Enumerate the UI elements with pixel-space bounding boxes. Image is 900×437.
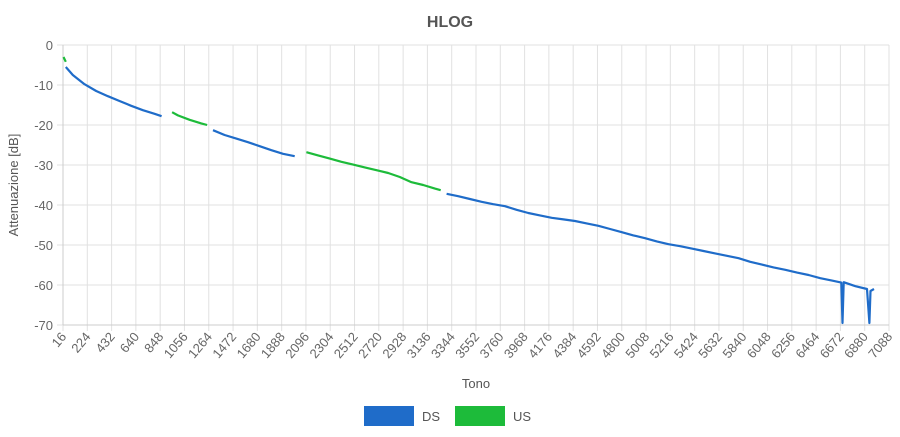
x-tick-label: 2304 [306, 329, 336, 361]
chart-title: HLOG [427, 14, 473, 31]
x-tick-label: 1472 [209, 329, 239, 361]
x-tick-label: 1264 [185, 329, 215, 361]
legend-swatch-ds [364, 406, 414, 426]
x-tick-label: 2096 [282, 329, 312, 361]
legend: DS US [364, 406, 531, 426]
x-tick-label: 1888 [258, 329, 288, 361]
x-tick-label: 5216 [647, 329, 677, 361]
x-tick-label: 2720 [355, 329, 385, 361]
x-tick-label: 2928 [379, 329, 409, 361]
x-axis-label: Tono [462, 376, 490, 391]
series-us-line [306, 151, 441, 192]
series-ds-line [64, 66, 162, 118]
y-tick-label: -20 [34, 118, 53, 133]
x-tick-label: 3136 [404, 329, 434, 361]
x-tick-label: 4176 [525, 329, 555, 361]
y-tick-label: -40 [34, 198, 53, 213]
y-axis-ticks: 0 -10 -20 -30 -40 -50 -60 -70 [34, 38, 53, 333]
y-tick-label: 0 [46, 38, 53, 53]
series-ds-line [212, 129, 295, 158]
series-lines [62, 56, 875, 325]
x-tick-label: 4592 [574, 329, 604, 361]
x-tick-label: 224 [68, 329, 93, 355]
x-tick-label: 2512 [331, 329, 361, 361]
series-us-line [62, 56, 67, 63]
x-tick-label: 1056 [161, 329, 191, 361]
legend-label-us: US [513, 409, 531, 424]
x-tick-label: 6048 [744, 329, 774, 361]
x-tick-label: 5424 [671, 329, 701, 361]
x-tick-label: 3552 [452, 329, 482, 361]
x-tick-label: 5632 [695, 329, 725, 361]
x-tick-label: 432 [92, 329, 117, 355]
series-ds-line [446, 192, 875, 325]
legend-swatch-us [455, 406, 505, 426]
y-tick-label: -50 [34, 238, 53, 253]
x-tick-label: 6464 [792, 329, 822, 361]
x-tick-label: 7088 [865, 329, 895, 361]
y-tick-label: -60 [34, 278, 53, 293]
grid [57, 44, 890, 331]
x-tick-label: 640 [117, 329, 142, 355]
legend-label-ds: DS [422, 409, 440, 424]
y-axis-label: Attenuazione [dB] [6, 134, 21, 237]
series-us-line [171, 111, 208, 127]
x-tick-label: 5008 [622, 329, 652, 361]
x-tick-label: 5840 [719, 329, 749, 361]
x-axis-ticks: 1622443264084810561264147216801888209623… [49, 329, 896, 361]
y-tick-label: -10 [34, 78, 53, 93]
x-tick-label: 1680 [234, 329, 264, 361]
y-tick-label: -30 [34, 158, 53, 173]
x-tick-label: 6256 [768, 329, 798, 361]
x-tick-label: 3344 [428, 329, 458, 361]
x-tick-label: 4800 [598, 329, 628, 361]
x-tick-label: 4384 [549, 329, 579, 361]
x-tick-label: 6880 [841, 329, 871, 361]
y-tick-label: -70 [34, 318, 53, 333]
x-tick-label: 3968 [501, 329, 531, 361]
x-tick-label: 6672 [817, 329, 847, 361]
x-tick-label: 3760 [477, 329, 507, 361]
